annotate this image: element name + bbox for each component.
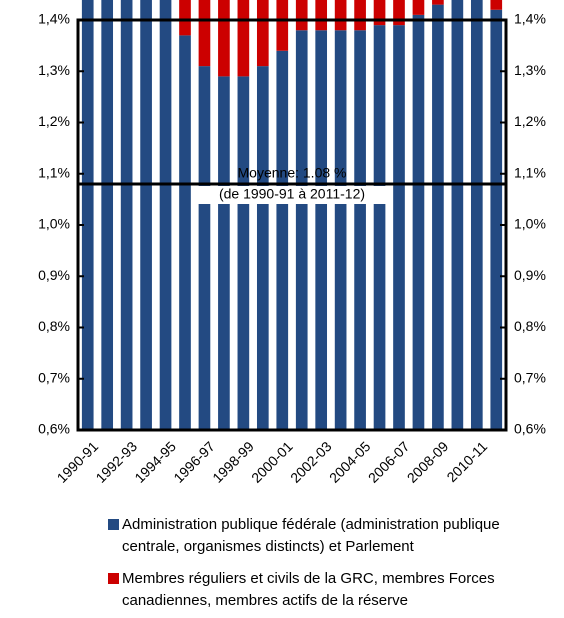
y2-tick-label: 0,6% [514,421,546,437]
x-tick-label: 1994-95 [131,438,179,486]
y-tick-label: 0,6% [38,421,70,437]
bar-segment [393,0,405,26]
x-tick-label: 2010-11 [443,438,490,485]
bar-segment [373,0,386,26]
legend-label: Membres réguliers et civils de la GRC, m… [122,570,495,609]
bar-segment [295,0,308,31]
bar-segment [101,0,114,430]
x-tick-label: 2002-03 [287,438,335,486]
y2-tick-label: 1,2% [514,113,546,129]
legend-item: Administration publique fédérale (admini… [108,514,528,558]
x-tick-label: 1992-93 [92,438,140,486]
y-tick-label: 0,9% [38,267,70,283]
y2-tick-label: 0,8% [514,318,546,334]
reference-note-bg [192,186,392,204]
bar-segment [490,0,503,10]
y-tick-label: 0,8% [38,318,70,334]
bar-segment [295,30,308,430]
bar-segment [470,0,483,430]
bar-segment [237,0,250,77]
bar-segment [451,0,464,430]
bar-segment [120,0,133,430]
x-tick-label: 1990-91 [54,438,102,486]
bar-segment [354,0,366,31]
legend-label: Administration publique fédérale (admini… [122,516,500,555]
bar-segment [218,0,230,77]
bar-segment [140,0,152,430]
y2-tick-label: 1,0% [514,216,546,232]
x-tick-label: 2006-07 [365,438,413,486]
bar-segment [218,76,230,430]
plot-frame [76,18,508,432]
x-tick-label: 2008-09 [404,438,452,486]
legend-swatch [108,519,119,530]
bar-segment [237,76,250,430]
reference-note: (de 1990-91 à 2011-12) [219,186,365,202]
bar-segment [393,25,405,430]
bar-segment [334,0,347,31]
y2-tick-label: 0,9% [514,267,546,283]
bar-segment [373,25,386,430]
x-tick-label: 1996-97 [170,438,218,486]
bar-segment [412,0,425,15]
bar-segment [315,30,328,430]
bar-segment [432,0,444,5]
x-tick-label: 1998-99 [209,438,257,486]
y2-tick-label: 1,3% [514,62,546,78]
bar-segment [179,0,191,36]
bar-segment [412,14,425,430]
bar-segment [432,4,444,430]
bar-segment [256,66,269,430]
bar-segment [81,0,94,430]
bar-segment [198,66,211,430]
y-tick-label: 1,1% [38,164,70,180]
y-tick-label: 1,2% [38,113,70,129]
y-tick-label: 1,3% [38,62,70,78]
bar-segment [276,50,289,430]
chart: 1990-911992-931994-951996-971998-992000-… [38,0,546,486]
bar-segment [490,9,503,430]
bar-segment [159,0,172,430]
y2-tick-label: 1,4% [514,11,546,27]
y2-tick-label: 1,1% [514,164,546,180]
y-tick-label: 1,4% [38,11,70,27]
x-tick-label: 2000-01 [248,438,296,486]
legend-swatch [108,573,119,584]
bar-segment [198,0,211,67]
bar-segment [334,30,347,430]
legend-item: Membres réguliers et civils de la GRC, m… [108,568,528,612]
x-tick-label: 2004-05 [326,438,374,486]
bar-segment [315,0,328,31]
reference-label: Moyenne: 1.08 % [238,165,347,181]
y-tick-label: 0,7% [38,369,70,385]
bar-segment [276,0,289,51]
bar-segment [179,35,191,430]
bar-segment [256,0,269,67]
y2-tick-label: 0,7% [514,369,546,385]
bar-segment [354,30,366,430]
y-tick-label: 1,0% [38,216,70,232]
